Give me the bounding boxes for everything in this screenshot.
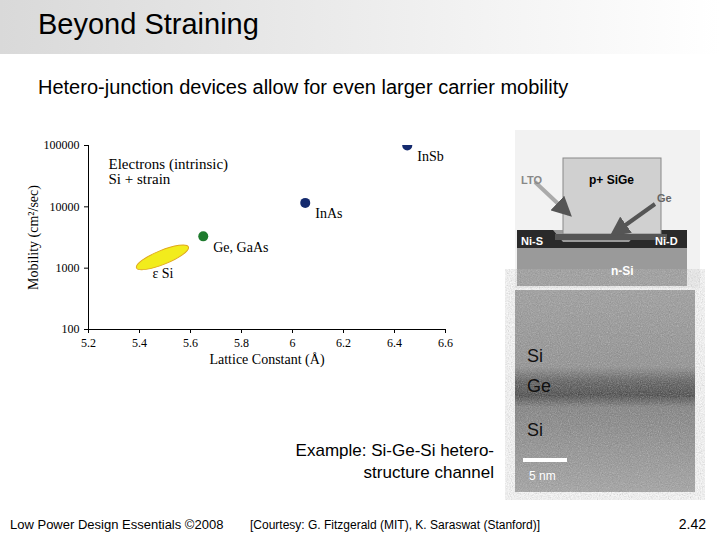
svg-text:6.2: 6.2 — [336, 336, 351, 350]
html-text:Low Power Design Essentials ©2: Low Power Design Essentials ©2008 — [10, 517, 224, 532]
svg-text:6.4: 6.4 — [387, 336, 402, 350]
html-text:Hetero-junction devices allow: Hetero-junction devices allow for even l… — [38, 76, 569, 98]
svg-text:100000: 100000 — [44, 138, 80, 152]
svg-text:Mobility (cm²/sec): Mobility (cm²/sec) — [26, 185, 42, 290]
svg-text:5.4: 5.4 — [132, 336, 147, 350]
svg-text:InSb: InSb — [417, 149, 443, 164]
svg-text:Electrons (intrinsic)Si + stra: Electrons (intrinsic)Si + strain — [109, 156, 229, 188]
svg-text:Ge: Ge — [657, 192, 672, 204]
html-text:structure channel: structure channel — [363, 463, 494, 482]
html-text:Beyond Straining: Beyond Straining — [38, 8, 259, 40]
html-text:2.42: 2.42 — [678, 516, 706, 532]
svg-text:n-Si: n-Si — [611, 264, 634, 278]
svg-text:p+ SiGe: p+ SiGe — [589, 173, 634, 187]
svg-text:Ni-D: Ni-D — [655, 235, 678, 247]
svg-text:1000: 1000 — [56, 261, 80, 275]
svg-text:Ge, GaAs: Ge, GaAs — [213, 240, 268, 255]
svg-text:InAs: InAs — [315, 206, 342, 221]
svg-text:5.8: 5.8 — [234, 336, 249, 350]
svg-text:ε Si: ε Si — [152, 266, 173, 281]
svg-text:Si: Si — [527, 346, 543, 366]
svg-text:5.2: 5.2 — [81, 336, 96, 350]
svg-text:10000: 10000 — [50, 200, 80, 214]
html-text:[Courtesy: G. Fitzgerald (MIT): [Courtesy: G. Fitzgerald (MIT), K. Saras… — [250, 518, 541, 532]
svg-text:LTO: LTO — [521, 174, 542, 186]
html-text:Example: Si-Ge-Si hetero-: Example: Si-Ge-Si hetero- — [295, 441, 494, 460]
svg-text:Lattice Constant (Å): Lattice Constant (Å) — [209, 352, 324, 368]
svg-text:100: 100 — [62, 322, 80, 336]
svg-text:Ni-S: Ni-S — [521, 235, 543, 247]
svg-text:5 nm: 5 nm — [529, 469, 556, 483]
svg-text:5.6: 5.6 — [183, 336, 198, 350]
svg-text:Si: Si — [527, 420, 543, 440]
svg-text:Ge: Ge — [527, 376, 551, 396]
svg-text:6.6: 6.6 — [438, 336, 453, 350]
svg-text:6: 6 — [290, 336, 296, 350]
